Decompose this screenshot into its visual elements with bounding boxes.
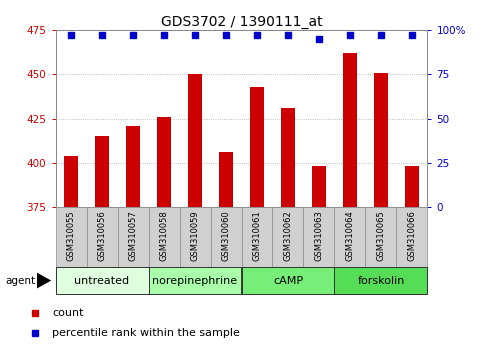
Text: GSM310062: GSM310062	[284, 210, 293, 261]
Text: cAMP: cAMP	[273, 275, 303, 286]
Bar	[405, 166, 419, 207]
Bar	[180, 207, 211, 267]
Bar	[211, 207, 242, 267]
Bar	[312, 166, 326, 207]
Text: GSM310060: GSM310060	[222, 210, 230, 261]
Text: GSM310063: GSM310063	[314, 210, 324, 261]
Text: GSM310058: GSM310058	[159, 210, 169, 261]
Text: percentile rank within the sample: percentile rank within the sample	[53, 328, 240, 338]
Text: GSM310059: GSM310059	[190, 210, 199, 261]
Bar	[117, 207, 149, 267]
Text: GSM310065: GSM310065	[376, 210, 385, 261]
Bar	[366, 207, 397, 267]
Bar	[242, 267, 334, 294]
Text: norepinephrine: norepinephrine	[153, 275, 238, 286]
Bar	[334, 267, 427, 294]
Bar	[157, 117, 171, 207]
Bar	[126, 126, 140, 207]
Bar	[149, 267, 242, 294]
Bar	[86, 207, 117, 267]
Text: count: count	[53, 308, 84, 318]
Bar	[250, 87, 264, 207]
Bar	[334, 207, 366, 267]
Text: GSM310057: GSM310057	[128, 210, 138, 261]
Bar	[188, 74, 202, 207]
Bar	[95, 136, 109, 207]
Bar	[272, 207, 303, 267]
Bar	[281, 108, 295, 207]
Bar	[343, 53, 357, 207]
Bar	[374, 73, 388, 207]
Bar	[303, 207, 334, 267]
Bar	[56, 267, 149, 294]
Text: GSM310056: GSM310056	[98, 210, 107, 261]
Text: GSM310064: GSM310064	[345, 210, 355, 261]
Text: GSM310061: GSM310061	[253, 210, 261, 261]
Bar	[219, 152, 233, 207]
Bar	[56, 207, 86, 267]
Text: forskolin: forskolin	[357, 275, 405, 286]
Bar	[64, 156, 78, 207]
Bar	[397, 207, 427, 267]
Title: GDS3702 / 1390111_at: GDS3702 / 1390111_at	[161, 15, 322, 29]
Text: untreated: untreated	[74, 275, 129, 286]
Text: GSM310066: GSM310066	[408, 210, 416, 261]
Polygon shape	[37, 273, 51, 289]
Bar	[242, 207, 272, 267]
Bar	[149, 207, 180, 267]
Text: GSM310055: GSM310055	[67, 210, 75, 261]
Text: agent: agent	[6, 275, 36, 286]
